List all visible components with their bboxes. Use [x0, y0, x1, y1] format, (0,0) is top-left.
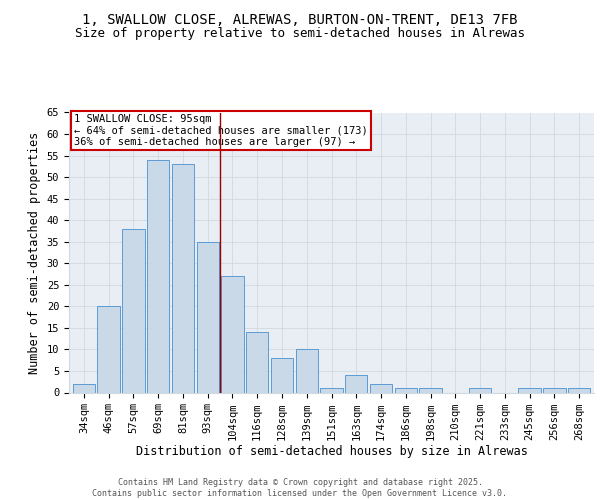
Bar [469, 388, 491, 392]
Y-axis label: Number of semi-detached properties: Number of semi-detached properties [28, 132, 41, 374]
Text: 1, SWALLOW CLOSE, ALREWAS, BURTON-ON-TRENT, DE13 7FB: 1, SWALLOW CLOSE, ALREWAS, BURTON-ON-TRE… [82, 12, 518, 26]
Bar [370, 384, 392, 392]
Bar [271, 358, 293, 392]
Bar [568, 388, 590, 392]
Bar [122, 229, 145, 392]
Text: 1 SWALLOW CLOSE: 95sqm
← 64% of semi-detached houses are smaller (173)
36% of se: 1 SWALLOW CLOSE: 95sqm ← 64% of semi-det… [74, 114, 368, 147]
Bar [395, 388, 417, 392]
X-axis label: Distribution of semi-detached houses by size in Alrewas: Distribution of semi-detached houses by … [136, 446, 527, 458]
Text: Size of property relative to semi-detached houses in Alrewas: Size of property relative to semi-detach… [75, 28, 525, 40]
Bar [419, 388, 442, 392]
Bar [97, 306, 120, 392]
Bar [221, 276, 244, 392]
Bar [320, 388, 343, 392]
Bar [172, 164, 194, 392]
Bar [543, 388, 566, 392]
Bar [296, 350, 318, 393]
Bar [197, 242, 219, 392]
Text: Contains HM Land Registry data © Crown copyright and database right 2025.
Contai: Contains HM Land Registry data © Crown c… [92, 478, 508, 498]
Bar [147, 160, 169, 392]
Bar [246, 332, 268, 392]
Bar [518, 388, 541, 392]
Bar [73, 384, 95, 392]
Bar [345, 376, 367, 392]
